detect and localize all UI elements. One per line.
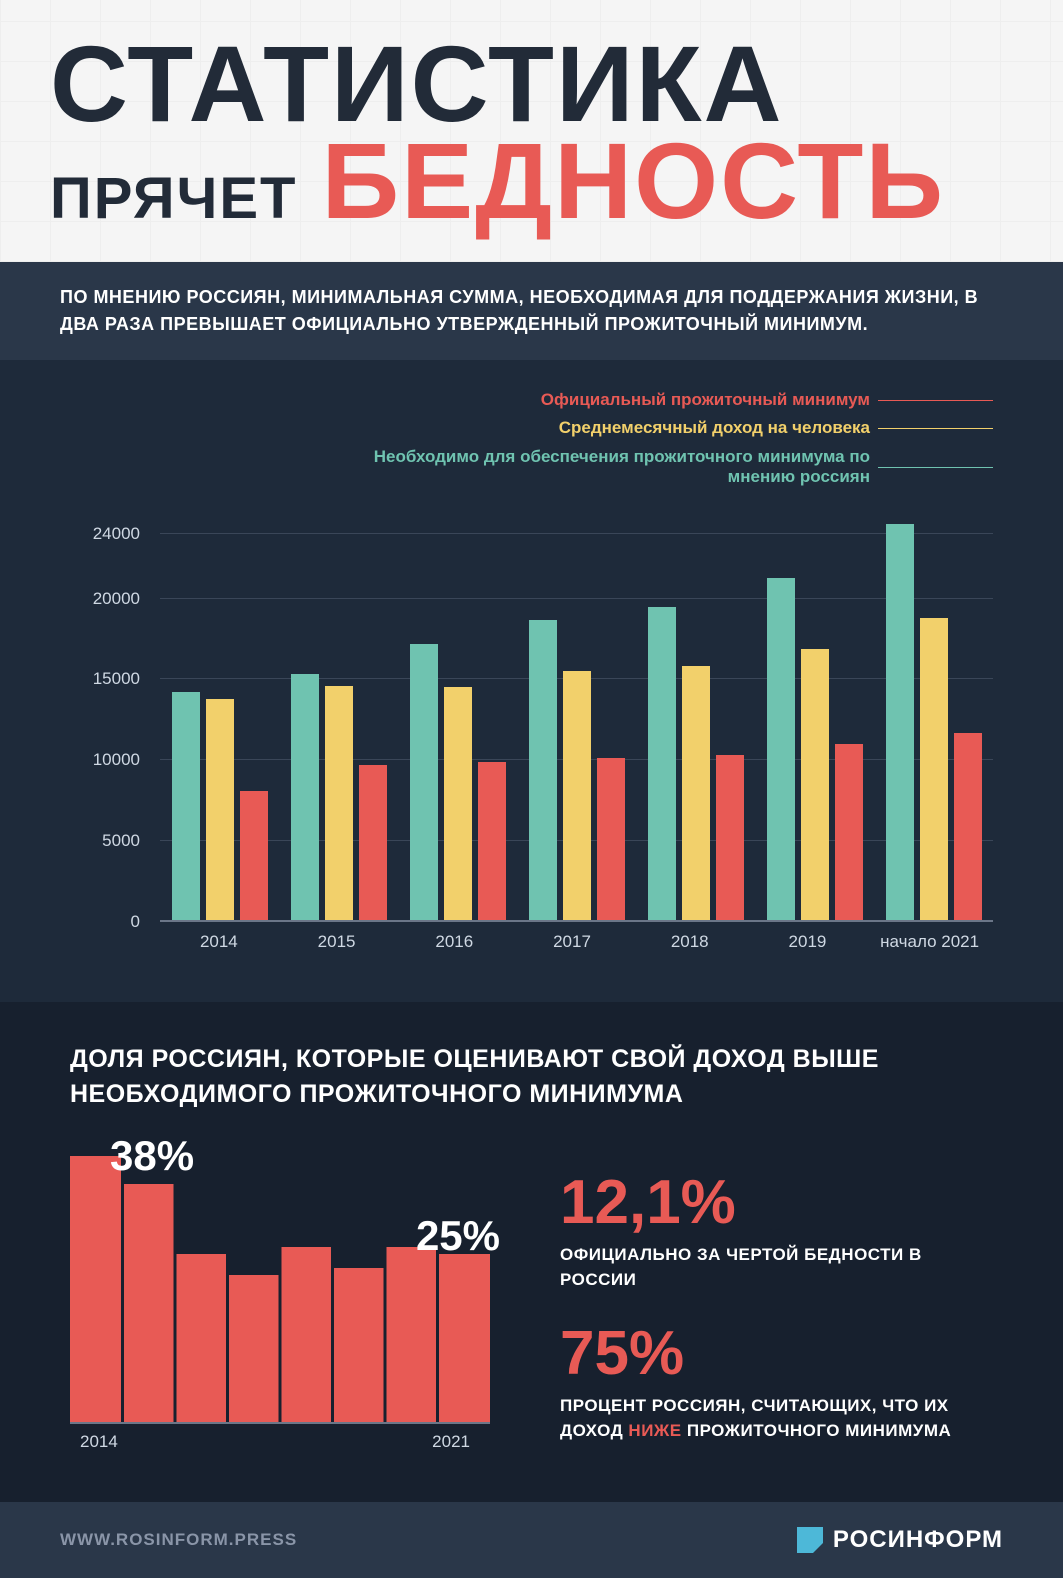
legend-item-needed: Необходимо для обеспечения прожиточного … bbox=[350, 447, 993, 488]
y-axis: 0500010000150002000024000 bbox=[90, 502, 150, 922]
subtitle-text: ПО МНЕНИЮ РОССИЯН, МИНИМАЛЬНАЯ СУММА, НЕ… bbox=[60, 284, 1003, 338]
title-line-2: ПРЯЧЕТ БЕДНОСТЬ bbox=[50, 132, 1013, 232]
y-tick: 24000 bbox=[93, 524, 140, 544]
bar-needed bbox=[410, 644, 438, 922]
bar-needed bbox=[648, 607, 676, 922]
legend-connector bbox=[878, 428, 993, 429]
bar-avg_income bbox=[325, 686, 353, 922]
legend-connector bbox=[878, 400, 993, 401]
stat-value: 75% bbox=[560, 1323, 993, 1385]
area-x-axis: 2014 2021 bbox=[70, 1422, 490, 1452]
y-tick: 10000 bbox=[93, 750, 140, 770]
bar-group bbox=[767, 578, 863, 922]
bar-needed bbox=[291, 674, 319, 921]
chart-container: 0500010000150002000024000 20142015201620… bbox=[90, 502, 993, 962]
x-label: 2017 bbox=[527, 922, 617, 962]
y-tick: 20000 bbox=[93, 589, 140, 609]
bar-groups bbox=[160, 502, 993, 922]
area-chart-svg bbox=[70, 1142, 490, 1422]
x-axis-labels: 2014 2015 2016 2017 2018 2019 начало 2021 bbox=[160, 922, 993, 962]
bar-needed bbox=[172, 692, 200, 921]
bar-official_min bbox=[835, 744, 863, 922]
stat-value: 12,1% bbox=[560, 1172, 993, 1234]
footer-brand: РОСИНФОРМ bbox=[797, 1526, 1003, 1554]
x-label: 2018 bbox=[645, 922, 735, 962]
legend-label: Официальный прожиточный минимум bbox=[350, 390, 870, 410]
section-2-title: ДОЛЯ РОССИЯН, КОТОРЫЕ ОЦЕНИВАЮТ СВОЙ ДОХ… bbox=[70, 1042, 993, 1112]
area-x-start: 2014 bbox=[80, 1432, 118, 1452]
section-2: ДОЛЯ РОССИЯН, КОТОРЫЕ ОЦЕНИВАЮТ СВОЙ ДОХ… bbox=[0, 1002, 1063, 1502]
area-start-label: 38% bbox=[110, 1132, 194, 1180]
x-label: 2015 bbox=[292, 922, 382, 962]
bar-avg_income bbox=[801, 649, 829, 922]
stat-block: 75% ПРОЦЕНТ РОССИЯН, СЧИТАЮЩИХ, ЧТО ИХ ДО… bbox=[560, 1323, 993, 1444]
bar-group bbox=[648, 607, 744, 922]
bar-official_min bbox=[716, 755, 744, 921]
bar-official_min bbox=[359, 765, 387, 922]
y-tick: 0 bbox=[131, 912, 140, 932]
area-x-end: 2021 bbox=[432, 1432, 470, 1452]
bar-official_min bbox=[597, 758, 625, 921]
bar-group bbox=[172, 692, 268, 921]
bar-official_min bbox=[240, 791, 268, 922]
bar-official_min bbox=[478, 762, 506, 922]
bar-needed bbox=[767, 578, 795, 922]
brand-text: РОСИНФОРМ bbox=[833, 1526, 1003, 1554]
bar-chart-section: Официальный прожиточный минимум Среднемес… bbox=[0, 360, 1063, 1002]
subtitle-bar: ПО МНЕНИЮ РОССИЯН, МИНИМАЛЬНАЯ СУММА, НЕ… bbox=[0, 262, 1063, 360]
x-label: 2016 bbox=[409, 922, 499, 962]
bar-avg_income bbox=[563, 671, 591, 921]
bar-avg_income bbox=[444, 687, 472, 921]
legend-label: Среднемесячный доход на человека bbox=[350, 418, 870, 438]
area-end-label: 25% bbox=[416, 1212, 500, 1260]
bar-avg_income bbox=[682, 666, 710, 921]
bar-group bbox=[886, 524, 982, 921]
footer: WWW.ROSINFORM.PRESS РОСИНФОРМ bbox=[0, 1502, 1063, 1578]
bar-group bbox=[529, 620, 625, 922]
bar-needed bbox=[886, 524, 914, 921]
stat-desc: ПРОЦЕНТ РОССИЯН, СЧИТАЮЩИХ, ЧТО ИХ ДОХОД… bbox=[560, 1393, 993, 1444]
chart-legend: Официальный прожиточный минимум Среднемес… bbox=[350, 390, 993, 488]
area-chart: 38% 25% 2014 2021 bbox=[70, 1142, 490, 1452]
bar-needed bbox=[529, 620, 557, 922]
stat-desc: ОФИЦИАЛЬНО ЗА ЧЕРТОЙ БЕДНОСТИ В РОССИИ bbox=[560, 1242, 993, 1293]
y-tick: 5000 bbox=[102, 831, 140, 851]
section-2-body: 38% 25% 2014 2021 12,1% ОФИЦИАЛЬНО ЗА ЧЕР… bbox=[70, 1142, 993, 1452]
stat-block: 12,1% ОФИЦИАЛЬНО ЗА ЧЕРТОЙ БЕДНОСТИ В РОС… bbox=[560, 1172, 993, 1293]
title-word-hides: ПРЯЧЕТ bbox=[50, 165, 297, 232]
legend-item-official_min: Официальный прожиточный минимум bbox=[350, 390, 993, 410]
infographic-page: СТАТИСТИКА ПРЯЧЕТ БЕДНОСТЬ ПО МНЕНИЮ РОС… bbox=[0, 0, 1063, 1578]
x-label: 2019 bbox=[762, 922, 852, 962]
legend-connector bbox=[878, 467, 993, 468]
footer-url: WWW.ROSINFORM.PRESS bbox=[60, 1530, 297, 1550]
bar-avg_income bbox=[920, 618, 948, 922]
bar-group bbox=[410, 644, 506, 922]
header: СТАТИСТИКА ПРЯЧЕТ БЕДНОСТЬ bbox=[0, 0, 1063, 262]
bar-avg_income bbox=[206, 699, 234, 922]
x-label: начало 2021 bbox=[880, 922, 979, 962]
bar-official_min bbox=[954, 733, 982, 922]
brand-icon bbox=[797, 1527, 823, 1553]
chart-plot bbox=[160, 502, 993, 922]
legend-label: Необходимо для обеспечения прожиточного … bbox=[350, 447, 870, 488]
stats-column: 12,1% ОФИЦИАЛЬНО ЗА ЧЕРТОЙ БЕДНОСТИ В РОС… bbox=[560, 1142, 993, 1452]
x-label: 2014 bbox=[174, 922, 264, 962]
bar-group bbox=[291, 674, 387, 921]
y-tick: 15000 bbox=[93, 669, 140, 689]
legend-item-avg_income: Среднемесячный доход на человека bbox=[350, 418, 993, 438]
title-word-poverty: БЕДНОСТЬ bbox=[321, 132, 945, 229]
